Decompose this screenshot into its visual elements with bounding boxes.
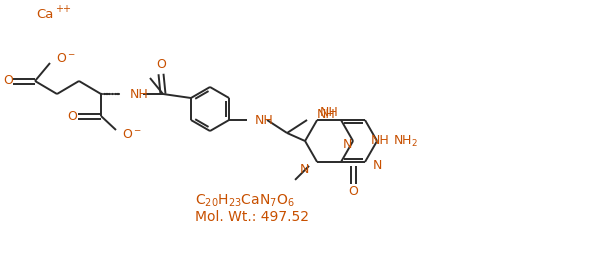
Text: O: O [156, 57, 166, 70]
Text: O$^-$: O$^-$ [122, 128, 142, 140]
Text: NH: NH [317, 109, 336, 122]
Text: O: O [348, 185, 358, 198]
Text: N: N [342, 139, 352, 151]
Text: O: O [3, 74, 13, 87]
Text: N: N [300, 163, 309, 176]
Text: NH: NH [130, 87, 149, 100]
Text: Mol. Wt.: 497.52: Mol. Wt.: 497.52 [195, 210, 309, 224]
Text: NH$_2$: NH$_2$ [393, 133, 418, 149]
Text: C$_{20}$H$_{23}$CaN$_{7}$O$_{6}$: C$_{20}$H$_{23}$CaN$_{7}$O$_{6}$ [195, 193, 295, 209]
Text: NH: NH [319, 106, 338, 118]
Text: NH: NH [371, 134, 390, 147]
Text: O: O [67, 110, 77, 122]
Text: N: N [373, 159, 383, 172]
Text: Ca: Ca [36, 8, 53, 21]
Text: NH: NH [255, 114, 274, 127]
Text: O$^-$: O$^-$ [56, 52, 76, 66]
Text: ++: ++ [55, 4, 71, 14]
